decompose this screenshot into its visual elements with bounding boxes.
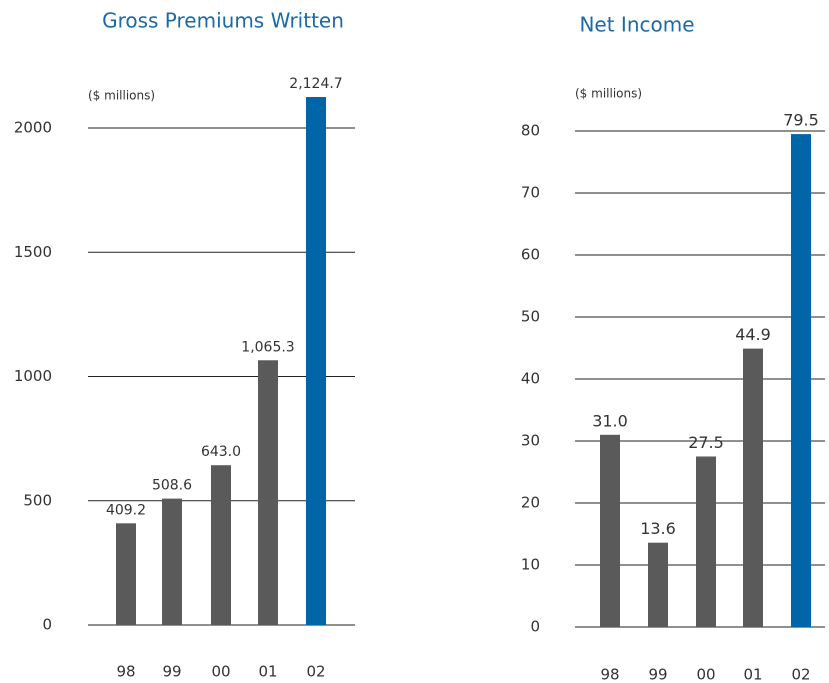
y-tick-label: 10 <box>521 556 540 574</box>
y-tick-label: 20 <box>521 494 540 512</box>
value-label: 79.5 <box>783 111 819 130</box>
y-tick-label: 80 <box>521 122 540 140</box>
x-tick-label: 02 <box>306 663 325 681</box>
bar <box>162 498 182 625</box>
value-label: 31.0 <box>592 411 628 430</box>
value-label: 409.2 <box>106 502 146 518</box>
x-tick-label: 99 <box>648 666 667 683</box>
y-tick-label: 30 <box>521 432 540 450</box>
y-tick-label: 1000 <box>14 367 52 385</box>
value-label: 44.9 <box>735 325 771 344</box>
x-tick-label: 00 <box>696 666 715 683</box>
y-tick-label: 0 <box>42 616 52 634</box>
x-tick-label: 01 <box>258 663 277 681</box>
chart-title: Gross Premiums Written <box>102 9 344 33</box>
bar <box>116 523 136 625</box>
x-tick-label: 99 <box>162 663 181 681</box>
x-tick-label: 02 <box>791 666 810 683</box>
bar <box>648 542 668 627</box>
bar <box>258 360 278 625</box>
y-tick-label: 500 <box>23 491 52 509</box>
y-tick-label: 50 <box>521 308 540 326</box>
y-tick-label: 1500 <box>14 243 52 261</box>
value-label: 643.0 <box>201 444 241 460</box>
bar <box>696 456 716 627</box>
y-tick-label: 2000 <box>14 119 52 137</box>
unit-label: ($ millions) <box>88 89 155 103</box>
bar <box>211 465 231 625</box>
value-label: 13.6 <box>640 519 676 538</box>
bar <box>600 434 620 627</box>
x-tick-label: 00 <box>211 663 230 681</box>
bar <box>306 97 326 626</box>
x-tick-label: 98 <box>116 663 135 681</box>
bar <box>791 134 811 627</box>
chart-title: Net Income <box>579 13 694 37</box>
y-tick-label: 70 <box>521 184 540 202</box>
value-label: 1,065.3 <box>241 339 294 355</box>
x-tick-label: 01 <box>743 666 762 683</box>
x-tick-label: 98 <box>600 666 619 683</box>
y-tick-label: 40 <box>521 370 540 388</box>
y-tick-label: 0 <box>530 618 540 636</box>
unit-label: ($ millions) <box>575 87 642 101</box>
value-label: 27.5 <box>688 433 724 452</box>
bar <box>743 348 763 627</box>
y-tick-label: 60 <box>521 246 540 264</box>
value-label: 2,124.7 <box>289 76 342 92</box>
value-label: 508.6 <box>152 478 192 494</box>
